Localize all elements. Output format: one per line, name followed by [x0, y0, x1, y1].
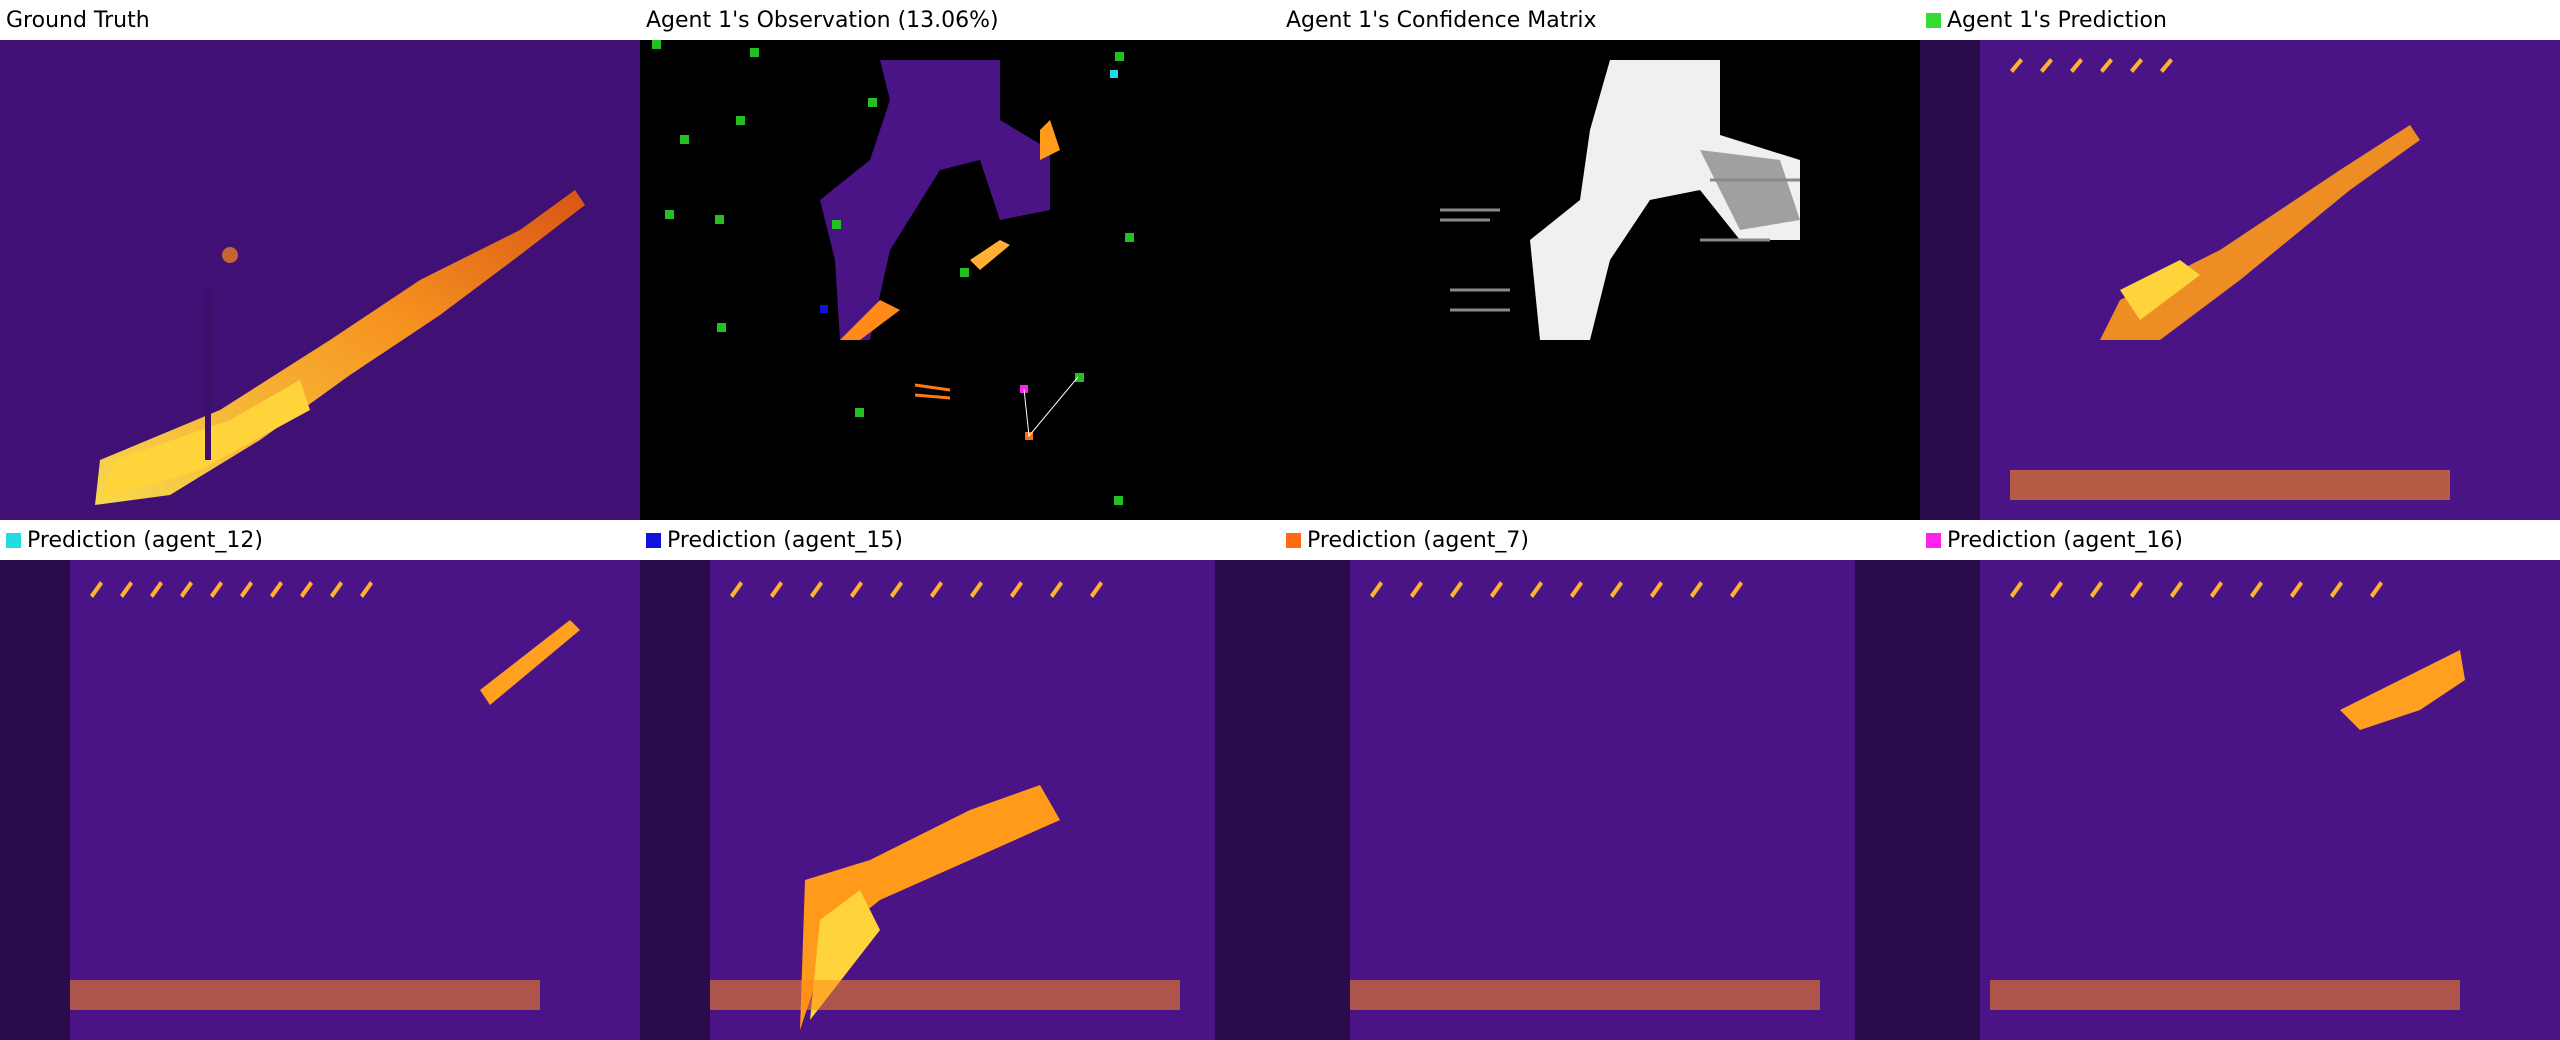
prediction-heatmap: [0, 560, 640, 1040]
agent-color-swatch: [1926, 532, 1941, 548]
ground-truth-heatmap: [0, 40, 640, 520]
prediction-view: [1920, 560, 2560, 1040]
prediction-view: [1920, 40, 2560, 520]
panel-title-text: Agent 1's Confidence Matrix: [1286, 7, 1597, 33]
agent-markers: [652, 40, 1134, 505]
observation-map: [640, 40, 1280, 520]
panel-title: Agent 1's Confidence Matrix: [1280, 0, 1920, 40]
panel-prediction-agent12: Prediction (agent_12): [0, 520, 640, 1040]
panel-prediction-agent16: Prediction (agent_16): [1920, 520, 2560, 1040]
panel-title: Prediction (agent_15): [640, 520, 1280, 560]
panel-prediction-agent1: Agent 1's Prediction: [1920, 0, 2560, 520]
prediction-heatmap: [1280, 560, 1920, 1040]
agent-color-swatch: [646, 532, 661, 548]
confidence-view: [1280, 40, 1920, 520]
agent-color-swatch: [1926, 12, 1941, 28]
panel-title: Prediction (agent_16): [1920, 520, 2560, 560]
panel-title-text: Prediction (agent_7): [1307, 527, 1529, 553]
prediction-heatmap: [640, 560, 1280, 1040]
agent-color-swatch: [1286, 532, 1301, 548]
panel-title-text: Ground Truth: [6, 7, 150, 33]
panel-prediction-agent15: Prediction (agent_15): [640, 520, 1280, 1040]
confidence-map: [1280, 40, 1920, 520]
panel-title-text: Prediction (agent_16): [1947, 527, 2183, 553]
panel-title: Ground Truth: [0, 0, 640, 40]
panel-title: Prediction (agent_7): [1280, 520, 1920, 560]
panel-title: Agent 1's Observation (13.06%): [640, 0, 1280, 40]
prediction-view: [640, 560, 1280, 1040]
panel-title-text: Prediction (agent_15): [667, 527, 903, 553]
prediction-view: [0, 560, 640, 1040]
observation-view: [640, 40, 1280, 520]
prediction-heatmap: [1920, 40, 2560, 520]
panel-title-text: Agent 1's Prediction: [1947, 7, 2167, 33]
prediction-heatmap: [1920, 560, 2560, 1040]
panel-confidence: Agent 1's Confidence Matrix: [1280, 0, 1920, 520]
panel-ground-truth: Ground Truth: [0, 0, 640, 520]
ground-truth-view: [0, 40, 640, 520]
panel-title: Agent 1's Prediction: [1920, 0, 2560, 40]
panel-title-text: Agent 1's Observation (13.06%): [646, 7, 999, 33]
panel-title-text: Prediction (agent_12): [27, 527, 263, 553]
panel-prediction-agent7: Prediction (agent_7): [1280, 520, 1920, 1040]
panel-title: Prediction (agent_12): [0, 520, 640, 560]
prediction-view: [1280, 560, 1920, 1040]
agent-color-swatch: [6, 532, 21, 548]
panel-observation: Agent 1's Observation (13.06%): [640, 0, 1280, 520]
